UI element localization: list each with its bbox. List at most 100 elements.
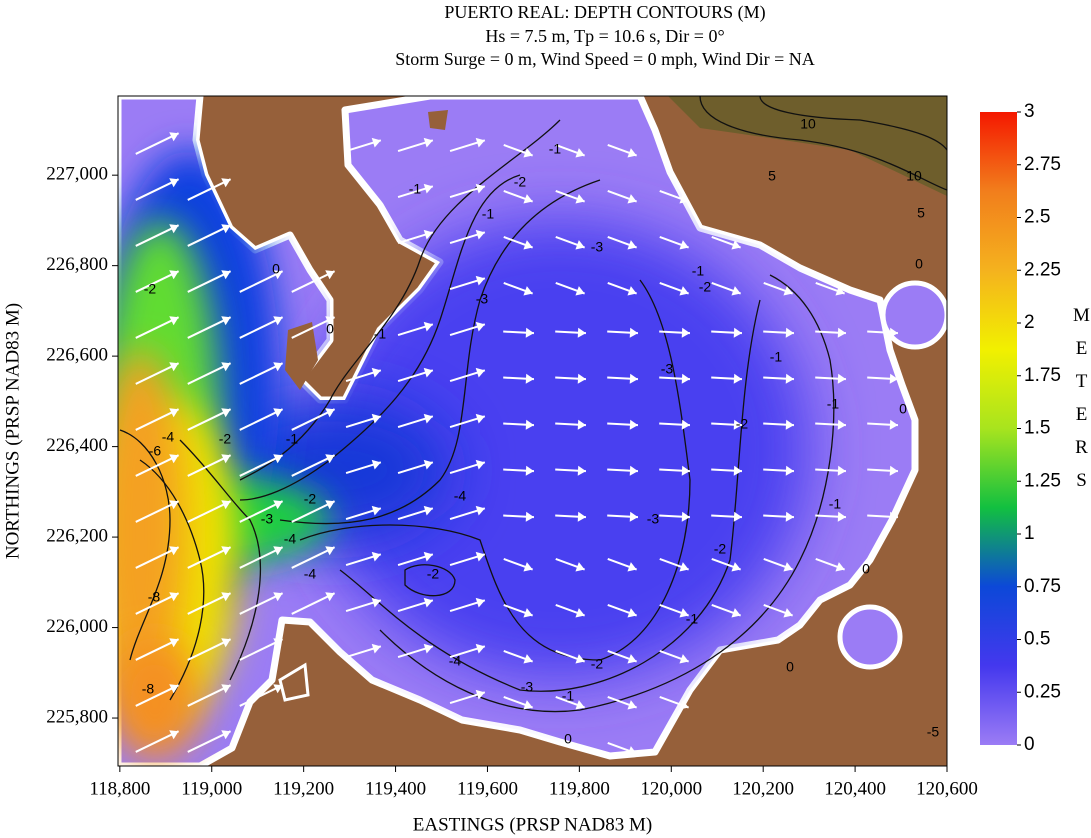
- wave-arrow-head: [731, 608, 741, 618]
- wave-arrow-head: [889, 465, 898, 476]
- colorbar-label: METERS: [1071, 305, 1091, 503]
- wave-arrow-head: [681, 419, 690, 430]
- wave-arrow-head: [325, 408, 335, 418]
- wave-arrow-head: [169, 546, 179, 556]
- wave-arrow-head: [273, 638, 283, 648]
- colorbar-tick-label: 2.25: [1024, 259, 1061, 280]
- wave-arrow-head: [837, 327, 846, 338]
- contour-label: -1: [692, 263, 705, 279]
- wave-arrow-head: [889, 373, 898, 384]
- contour-label: -3: [261, 511, 274, 527]
- wave-arrow-head: [679, 562, 689, 572]
- wave-arrow-head: [785, 373, 794, 384]
- wave-arrow-head: [371, 137, 381, 148]
- contour-label: -4: [449, 653, 462, 669]
- contour-label: -2: [144, 281, 157, 297]
- contour-label: -8: [142, 681, 155, 697]
- contour-label: -1: [549, 141, 562, 157]
- wave-arrow-head: [475, 183, 485, 194]
- x-tick-label: 120,400: [824, 778, 886, 799]
- wave-arrow-head: [733, 511, 742, 522]
- wave-arrow-head: [837, 373, 846, 384]
- wave-arrow-head: [221, 224, 231, 234]
- wave-arrow-head: [731, 240, 741, 250]
- colorbar-tick-label: 1.75: [1024, 365, 1061, 386]
- wave-arrow-head: [627, 286, 637, 296]
- wave-arrow-head: [475, 551, 485, 562]
- wave-arrow-head: [221, 730, 231, 740]
- wave-arrow-head: [273, 362, 283, 372]
- wave-arrow-head: [169, 730, 179, 740]
- wave-arrow-head: [273, 592, 283, 602]
- wave-arrow-head: [627, 148, 637, 158]
- wave-arrow-head: [835, 286, 845, 296]
- wave-arrow-head: [169, 224, 179, 234]
- wave-arrow-head: [629, 327, 638, 338]
- contour-label: -1: [286, 431, 299, 447]
- wave-arrow-head: [475, 689, 485, 700]
- wave-arrow-head: [679, 240, 689, 250]
- wave-arrow-head: [169, 132, 179, 142]
- wave-arrow-head: [837, 419, 846, 430]
- wave-arrow-head: [475, 367, 485, 378]
- wave-arrow-head: [679, 654, 689, 664]
- wave-arrow-head: [627, 562, 637, 572]
- wave-arrow-head: [523, 240, 533, 250]
- x-tick-label: 119,800: [549, 778, 610, 799]
- y-tick-label: 226,200: [46, 525, 108, 546]
- contour-label: -2: [591, 656, 604, 672]
- wave-arrow-head: [221, 316, 231, 326]
- contour-label: 10: [800, 116, 816, 132]
- contour-label: 0: [272, 261, 280, 277]
- colorbar-tick-label: 0: [1024, 734, 1035, 755]
- wave-arrow-head: [423, 321, 433, 332]
- wave-arrow-head: [475, 137, 485, 148]
- colorbar-tick-label: 0.5: [1024, 629, 1050, 650]
- wave-arrow-head: [169, 408, 179, 418]
- wave-arrow-head: [475, 321, 485, 332]
- colorbar-tick-label: 0.25: [1024, 681, 1061, 702]
- contour-label: 0: [564, 731, 572, 747]
- wave-arrow-head: [475, 275, 485, 286]
- wave-arrow-head: [681, 511, 690, 522]
- wave-arrow-head: [837, 511, 846, 522]
- wave-arrow-head: [679, 608, 689, 618]
- wave-arrow-head: [575, 194, 585, 204]
- wave-arrow-head: [221, 684, 231, 694]
- wave-arrow-head: [221, 454, 231, 464]
- wave-arrow-head: [681, 373, 690, 384]
- pond: [837, 604, 903, 670]
- contour-label: 0: [862, 561, 870, 577]
- wave-arrow-head: [325, 500, 335, 510]
- wave-arrow-head: [783, 286, 793, 296]
- wave-arrow-head: [731, 562, 741, 572]
- island: [285, 322, 318, 390]
- subtitle: Storm Surge = 0 m, Wind Speed = 0 mph, W…: [395, 49, 815, 69]
- wave-arrow-head: [273, 408, 283, 418]
- wave-arrow-head: [423, 505, 433, 516]
- contour-label: -3: [591, 239, 604, 255]
- wave-arrow-head: [523, 286, 533, 296]
- wave-arrow-head: [273, 454, 283, 464]
- contour-label: -4: [284, 531, 297, 547]
- wave-arrow-head: [273, 500, 283, 510]
- wave-arrow-head: [835, 562, 845, 572]
- wave-arrow-head: [523, 194, 533, 204]
- wave-arrow-head: [169, 500, 179, 510]
- wave-arrow-head: [371, 597, 381, 608]
- wave-arrow-head: [371, 413, 381, 424]
- x-tick-label: 120,600: [916, 778, 978, 799]
- contour-label: 10: [906, 168, 922, 184]
- contour-label: -3: [647, 511, 660, 527]
- contour-label: 5: [768, 168, 776, 184]
- wave-arrow-head: [221, 362, 231, 372]
- contour-label: 0: [326, 321, 334, 337]
- wave-arrow-head: [423, 413, 433, 424]
- contour-label: 0: [915, 256, 923, 272]
- contour-label: -2: [427, 566, 440, 582]
- wave-arrow-head: [733, 373, 742, 384]
- contour-label: -1: [374, 326, 387, 342]
- contour-label: -1: [829, 496, 842, 512]
- wave-arrow-head: [575, 562, 585, 572]
- wave-arrow-head: [525, 419, 534, 430]
